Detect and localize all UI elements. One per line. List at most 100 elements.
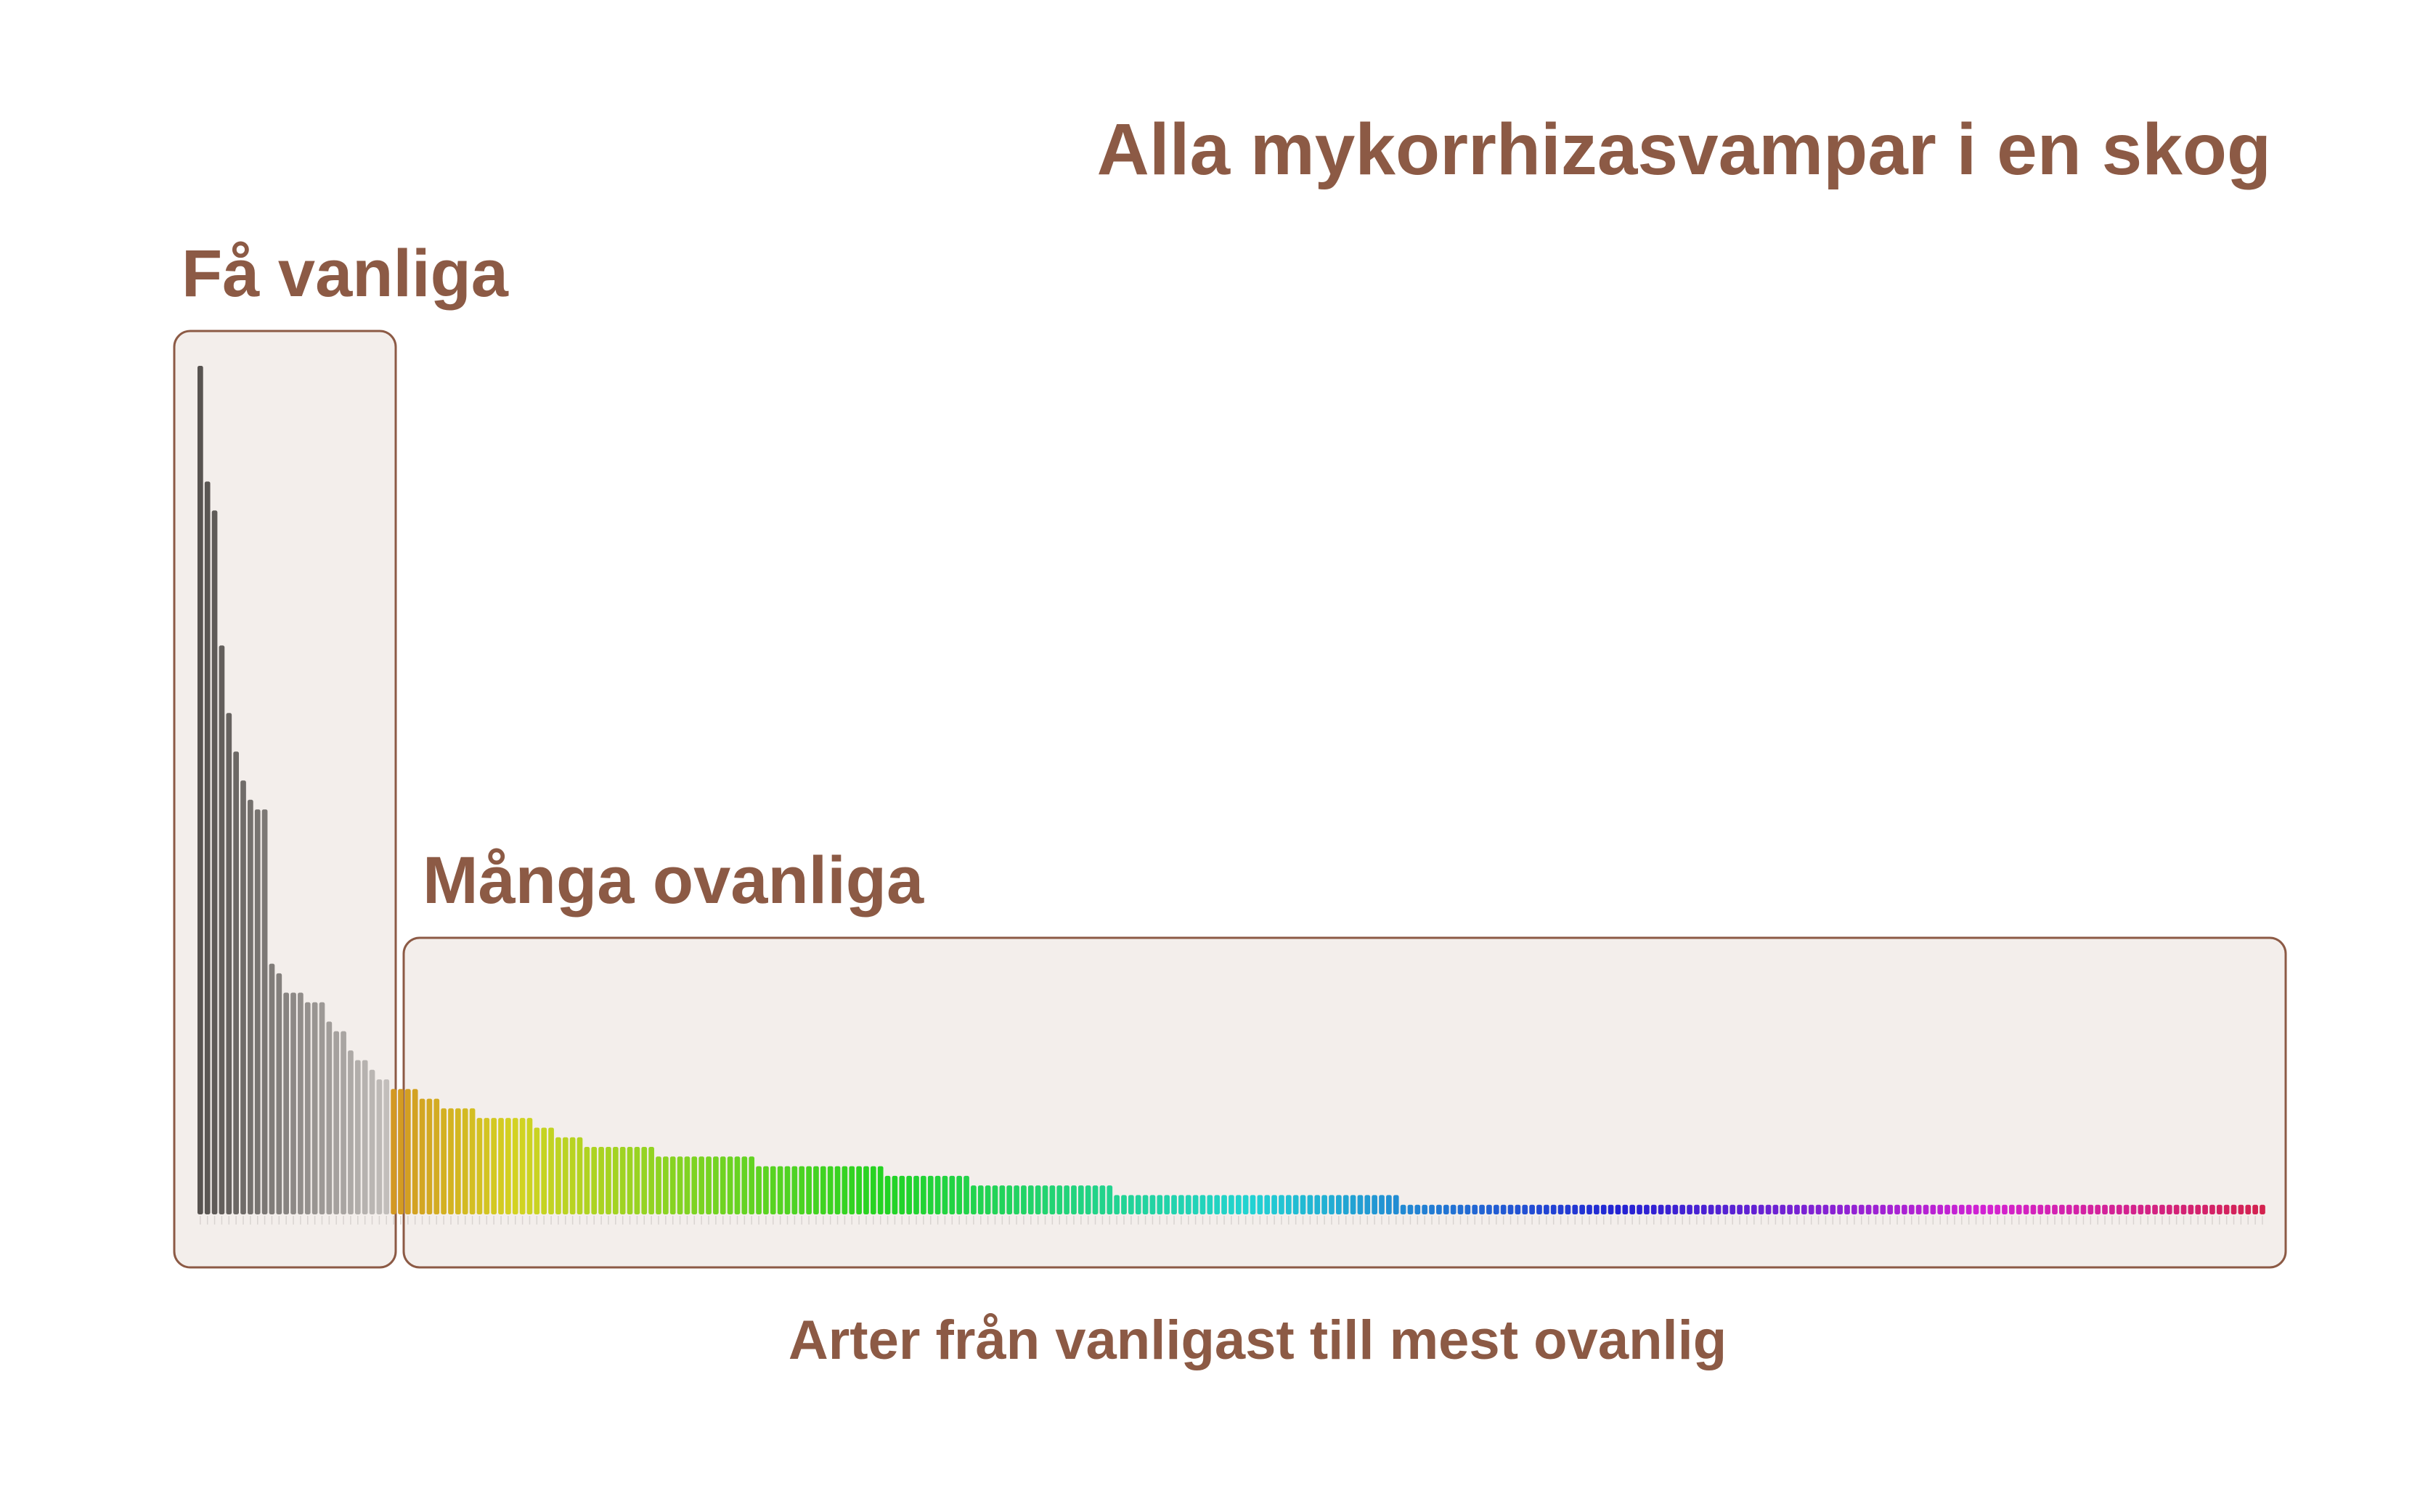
bar <box>999 1185 1006 1214</box>
bar <box>1335 1195 1342 1214</box>
bar <box>1221 1195 1227 1214</box>
bar <box>2145 1204 2151 1214</box>
bar <box>884 1175 891 1214</box>
bar <box>713 1156 719 1214</box>
bar <box>462 1108 468 1215</box>
bar <box>1300 1195 1306 1214</box>
bar <box>1357 1195 1364 1214</box>
bar <box>1279 1195 1284 1214</box>
bar <box>1271 1195 1277 1214</box>
bar <box>1400 1204 1406 1214</box>
bar <box>1965 1204 1972 1214</box>
bar <box>2216 1204 2223 1214</box>
bar <box>1837 1204 1843 1214</box>
bar <box>734 1156 741 1214</box>
group-box-rare <box>402 936 2287 1269</box>
bar <box>319 1002 325 1214</box>
bar <box>977 1185 984 1214</box>
bar <box>827 1166 834 1214</box>
bar <box>1128 1195 1134 1214</box>
bar <box>1457 1204 1464 1214</box>
bar <box>1021 1185 1027 1214</box>
bar <box>2116 1204 2122 1214</box>
bar <box>1543 1204 1549 1214</box>
bar <box>1292 1195 1299 1214</box>
bar <box>391 1089 396 1214</box>
bar <box>562 1137 569 1214</box>
bar <box>519 1118 526 1214</box>
bar <box>226 713 232 1214</box>
bar <box>448 1108 454 1215</box>
bar <box>741 1156 748 1214</box>
bar <box>2059 1204 2065 1214</box>
bar <box>2152 1204 2158 1214</box>
bar <box>1708 1204 1714 1214</box>
bar <box>1586 1204 1592 1214</box>
bar <box>2245 1204 2252 1214</box>
bar <box>2052 1204 2058 1214</box>
bar <box>669 1156 676 1214</box>
bar <box>298 992 303 1214</box>
bar <box>219 645 225 1214</box>
bar <box>1780 1204 1786 1214</box>
bar <box>1515 1204 1521 1214</box>
bar <box>1572 1204 1578 1214</box>
bar <box>1429 1204 1435 1214</box>
bar <box>1092 1185 1099 1214</box>
bar <box>1980 1204 1987 1214</box>
bar <box>770 1166 776 1214</box>
bar <box>1285 1195 1292 1214</box>
bar <box>534 1127 540 1214</box>
bar <box>2209 1204 2215 1214</box>
bar <box>971 1185 977 1214</box>
bar <box>261 809 268 1214</box>
bar <box>505 1118 511 1214</box>
bar <box>1407 1204 1414 1214</box>
bar <box>1608 1204 1614 1214</box>
bar <box>2223 1204 2230 1214</box>
bar <box>1744 1204 1750 1214</box>
bar <box>1321 1195 1327 1214</box>
bar <box>1006 1185 1013 1214</box>
bar <box>1164 1195 1170 1214</box>
bar <box>1035 1185 1041 1214</box>
bar <box>2087 1204 2094 1214</box>
bar <box>598 1147 604 1214</box>
bar <box>934 1175 941 1214</box>
bar <box>1844 1204 1850 1214</box>
bar <box>498 1118 504 1214</box>
bar <box>2037 1204 2044 1214</box>
bar <box>2080 1204 2087 1214</box>
bar <box>2045 1204 2050 1214</box>
bar <box>2238 1204 2244 1214</box>
bar <box>656 1156 661 1214</box>
bar <box>2260 1204 2265 1214</box>
bar <box>1908 1204 1915 1214</box>
bar <box>584 1147 590 1214</box>
bar <box>1536 1204 1542 1214</box>
bar <box>641 1147 648 1214</box>
bar <box>1493 1204 1499 1214</box>
bar <box>1507 1204 1514 1214</box>
bar <box>606 1147 611 1214</box>
bar <box>2202 1204 2208 1214</box>
bar <box>870 1166 876 1214</box>
bar <box>2180 1204 2187 1214</box>
bar <box>1873 1204 1879 1214</box>
bar <box>311 1002 318 1214</box>
bar <box>1995 1204 2000 1214</box>
bar <box>691 1156 698 1214</box>
bar <box>469 1108 476 1215</box>
bar <box>362 1060 368 1214</box>
bar <box>1042 1185 1048 1214</box>
bar <box>834 1166 841 1214</box>
bar <box>484 1118 490 1214</box>
bar <box>1687 1204 1692 1214</box>
bar <box>756 1166 762 1214</box>
bar <box>856 1166 862 1214</box>
bar <box>1772 1204 1779 1214</box>
bar <box>791 1166 798 1214</box>
bar <box>1450 1204 1457 1214</box>
bar <box>2016 1204 2022 1214</box>
bar <box>1121 1195 1127 1214</box>
